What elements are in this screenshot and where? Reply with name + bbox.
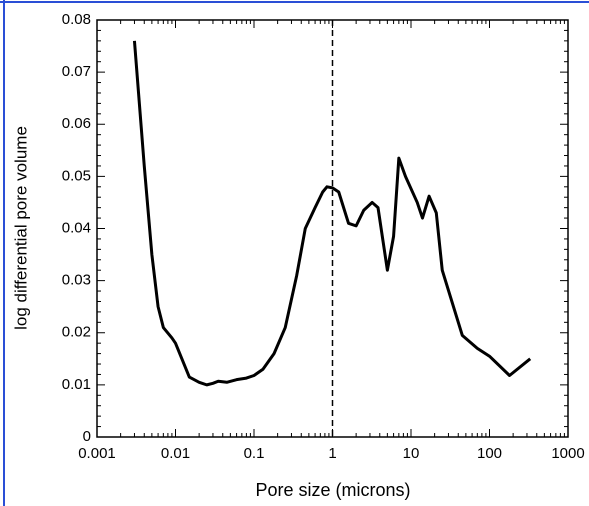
y-tick-label: 0.08: [62, 11, 91, 28]
y-tick-label: 0: [83, 428, 91, 445]
x-tick-label: 10: [403, 445, 420, 462]
x-tick-label: 100: [477, 445, 502, 462]
y-tick-label: 0.03: [62, 272, 91, 289]
x-tick-label: 1000: [551, 445, 584, 462]
x-tick-label: 0.001: [78, 445, 116, 462]
x-tick-label: 0.1: [244, 445, 265, 462]
x-tick-label: 0.01: [161, 445, 190, 462]
y-tick-label: 0.01: [62, 376, 91, 393]
y-tick-label: 0.05: [62, 167, 91, 184]
y-axis-label: log differential pore volume: [11, 126, 30, 330]
y-tick-label: 0.06: [62, 115, 91, 132]
x-tick-label: 1: [328, 445, 336, 462]
data-line: [132, 40, 532, 387]
x-axis-label: Pore size (microns): [255, 480, 410, 500]
y-tick-label: 0.07: [62, 63, 91, 80]
y-tick-label: 0.02: [62, 324, 91, 341]
y-tick-label: 0.04: [62, 219, 91, 236]
